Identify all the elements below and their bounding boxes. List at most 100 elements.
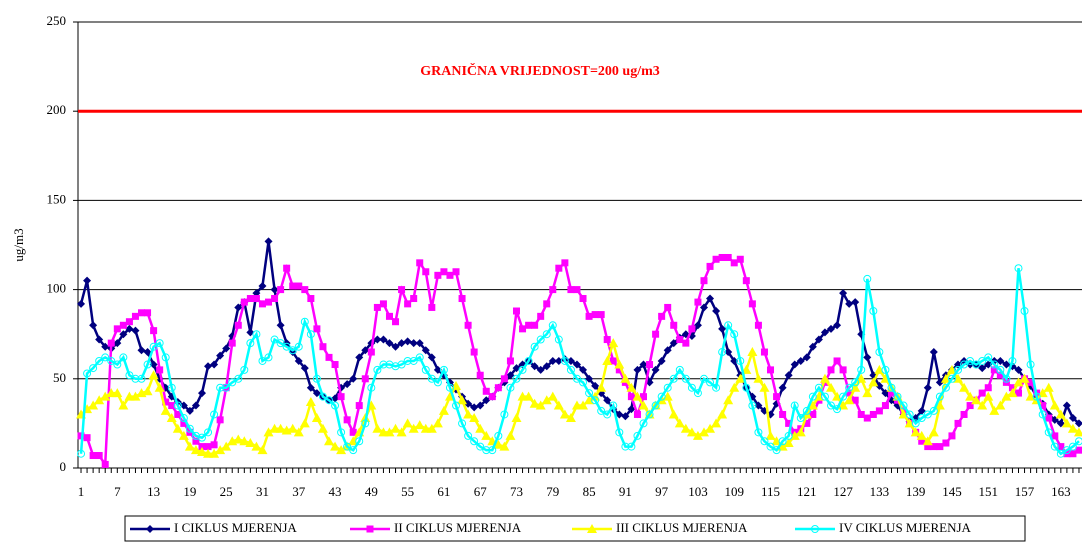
marker [475,423,486,433]
marker [1014,365,1023,374]
marker [548,356,557,365]
marker [965,391,976,401]
marker [553,400,564,410]
marker [488,446,497,455]
marker [530,342,539,351]
marker [251,441,262,451]
marker [470,437,479,446]
marker [457,395,468,405]
marker [633,410,641,418]
marker [162,398,170,406]
x-tick-label: 61 [437,484,450,499]
x-tick-label: 139 [906,484,926,499]
marker [222,344,231,353]
marker [421,365,430,374]
marker [718,253,726,261]
marker [863,414,871,422]
marker [669,339,678,348]
marker [463,409,474,419]
marker [796,414,805,423]
marker [905,410,914,419]
marker [258,282,267,291]
marker [929,348,938,357]
marker [566,365,575,374]
marker [379,300,387,308]
marker [928,427,939,437]
marker [264,353,273,362]
marker [1067,423,1078,433]
marker [935,378,944,387]
marker [434,271,442,279]
marker [948,432,956,440]
marker [282,342,291,351]
marker [802,406,811,415]
marker [288,346,297,355]
marker [784,371,793,380]
marker [1008,356,1017,365]
marker [409,339,418,348]
marker [851,298,860,307]
marker [215,445,226,455]
marker [651,365,660,374]
marker [216,351,225,360]
marker [996,365,1005,374]
marker [325,396,333,405]
marker [142,386,153,396]
y-axis-label: ug/m3 [11,228,26,261]
marker [765,430,776,440]
marker [113,339,122,348]
x-tick-label: 103 [688,484,708,499]
marker [995,400,1006,410]
x-tick-label: 7 [114,484,121,499]
marker [881,365,890,374]
marker [916,430,927,440]
marker [790,401,799,410]
marker [839,392,848,401]
marker [385,339,394,348]
marker [729,382,740,392]
marker [536,335,545,344]
marker [795,427,806,437]
marker [1057,443,1065,451]
marker [185,424,194,433]
marker [246,339,255,348]
marker [827,401,835,410]
marker [923,383,932,392]
marker [773,393,781,401]
marker [826,382,836,392]
marker [730,356,739,365]
marker [730,330,739,339]
marker [512,307,520,315]
marker [234,374,243,383]
marker [180,419,188,427]
marker [869,307,878,316]
marker [257,445,268,455]
marker [579,295,587,303]
marker [627,393,635,401]
marker [150,327,158,335]
marker [851,396,859,404]
marker [426,423,437,433]
x-tick-label: 133 [870,484,890,499]
x-tick-label: 127 [833,484,853,499]
marker [300,364,309,373]
marker [990,366,998,374]
marker [391,362,400,371]
marker [668,409,679,419]
marker [947,374,956,383]
marker [403,337,412,346]
marker [1062,446,1071,455]
marker [446,271,454,279]
marker [862,388,873,398]
marker [270,335,279,344]
marker [688,325,696,333]
x-tick-label: 85 [583,484,596,499]
marker [476,442,485,451]
marker [930,443,938,451]
marker [560,356,569,365]
marker [984,360,993,369]
marker [680,423,691,433]
marker [482,387,490,395]
marker [318,392,327,401]
marker [415,339,424,348]
